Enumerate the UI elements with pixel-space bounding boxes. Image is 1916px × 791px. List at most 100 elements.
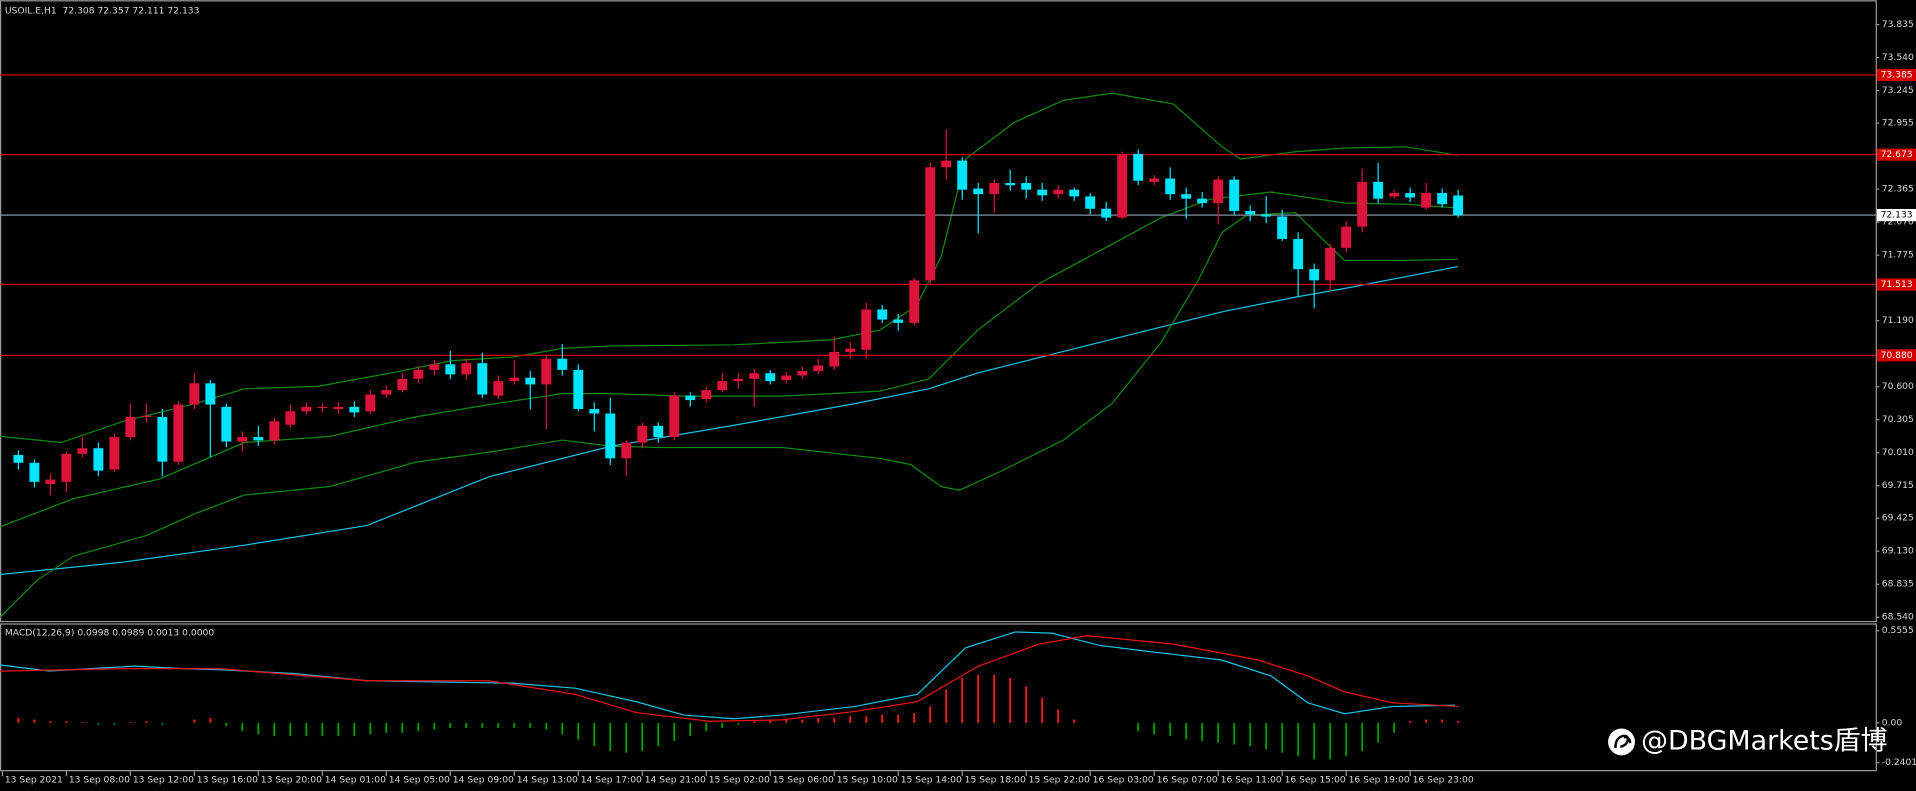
candle-body (45, 479, 56, 485)
candle-body (861, 309, 872, 350)
candle-body (253, 437, 264, 441)
histogram-bar (625, 722, 628, 753)
candle-body (525, 377, 536, 385)
x-tick-label: 13 Sep 12:00 (133, 774, 194, 785)
histogram-bar (305, 722, 308, 737)
y-tick-label: 73.835 (1882, 19, 1914, 30)
y-tick-label: 69.715 (1882, 480, 1914, 491)
bid-label-bg (1876, 208, 1916, 222)
histogram-bar (881, 714, 884, 723)
candle-body (317, 406, 328, 409)
candle-body (1197, 198, 1208, 204)
histogram-bar (609, 722, 612, 752)
x-tick-label: 16 Sep 03:00 (1093, 774, 1154, 785)
histogram-bar (401, 722, 404, 733)
histogram-bar (97, 722, 100, 725)
candle-body (573, 369, 584, 410)
candle-body (13, 454, 24, 463)
candle-body (669, 395, 680, 438)
x-tick-label: 15 Sep 22:00 (1029, 774, 1090, 785)
candle-body (893, 319, 904, 323)
histogram-bar (833, 717, 836, 723)
x-tick-label: 13 Sep 20:00 (261, 774, 322, 785)
histogram-bar (1409, 721, 1412, 723)
candle-body (1133, 153, 1144, 181)
histogram-bar (481, 722, 484, 728)
candle-body (957, 160, 968, 190)
watermark-icon-glyph (1614, 734, 1632, 749)
histogram-bar (497, 722, 500, 728)
histogram-bar (657, 722, 660, 747)
histogram-bar (689, 722, 692, 737)
candle-body (173, 404, 184, 462)
histogram-bar (129, 722, 132, 723)
histogram-bar (1073, 719, 1076, 723)
y-tick-label: 71.190 (1882, 315, 1914, 326)
x-tick-label: 15 Sep 06:00 (773, 774, 834, 785)
candle-body (221, 406, 232, 442)
level-label-bg (1876, 349, 1916, 362)
x-tick-label: 16 Sep 15:00 (1285, 774, 1346, 785)
y-tick-label: -0.2401 (1882, 757, 1916, 768)
x-tick-label: 13 Sep 16:00 (197, 774, 258, 785)
candle-body (77, 448, 88, 454)
candle-body (797, 371, 808, 376)
x-tick-label: 16 Sep 07:00 (1157, 774, 1218, 785)
candle-body (1421, 193, 1432, 208)
x-tick-label: 15 Sep 18:00 (965, 774, 1026, 785)
x-tick-label: 14 Sep 09:00 (453, 774, 514, 785)
histogram-bar (577, 722, 580, 740)
histogram-bar (945, 689, 948, 723)
indicator-line (0, 635, 1459, 722)
candle-body (141, 415, 152, 418)
histogram-bar (81, 722, 84, 723)
candle-body (1053, 189, 1064, 195)
histogram-bar (417, 722, 420, 732)
candle-body (1069, 189, 1080, 197)
histogram-bar (1201, 722, 1204, 742)
histogram-bar (1281, 722, 1284, 753)
histogram-bar (161, 722, 164, 725)
candle-body (829, 351, 840, 367)
histogram-bar (849, 716, 852, 723)
candle-body (781, 375, 792, 380)
candle-body (845, 348, 856, 352)
level-label: 70.880 (1881, 350, 1913, 361)
candle-body (1389, 193, 1400, 197)
histogram-bar (1393, 722, 1396, 733)
candle-body (1213, 179, 1224, 204)
histogram-bar (545, 722, 548, 730)
candle-body (1005, 182, 1016, 186)
histogram-bar (1313, 722, 1316, 760)
candle-body (1277, 216, 1288, 239)
histogram-bar (721, 722, 724, 728)
candle-body (269, 421, 280, 441)
candle-body (765, 373, 776, 382)
level-label-bg (1876, 68, 1916, 82)
histogram-bar (1297, 722, 1300, 757)
histogram-bar (961, 678, 964, 723)
candle-body (493, 381, 504, 396)
candle-body (605, 413, 616, 459)
histogram-bar (49, 721, 52, 723)
candle-body (637, 425, 648, 443)
y-tick-label: 70.010 (1882, 447, 1914, 458)
histogram-bar (465, 722, 468, 728)
candle-body (1293, 238, 1304, 270)
candle-body (749, 373, 760, 379)
y-tick-label: 73.245 (1882, 85, 1914, 96)
histogram-bar (209, 717, 212, 723)
level-label-bg (1876, 278, 1916, 291)
watermark: @DBGMarkets盾博 (1641, 725, 1888, 756)
histogram-bar (17, 717, 20, 723)
histogram-bar (641, 722, 644, 752)
candle-body (973, 188, 984, 195)
candle-body (61, 453, 72, 482)
y-tick-label: 72.070 (1882, 217, 1914, 228)
x-tick-label: 16 Sep 23:00 (1413, 774, 1474, 785)
histogram-bar (1233, 722, 1236, 745)
histogram-bar (1025, 686, 1028, 723)
histogram-bar (1009, 678, 1012, 723)
indicator-line (0, 191, 1459, 528)
level-label: 72.673 (1881, 149, 1913, 160)
